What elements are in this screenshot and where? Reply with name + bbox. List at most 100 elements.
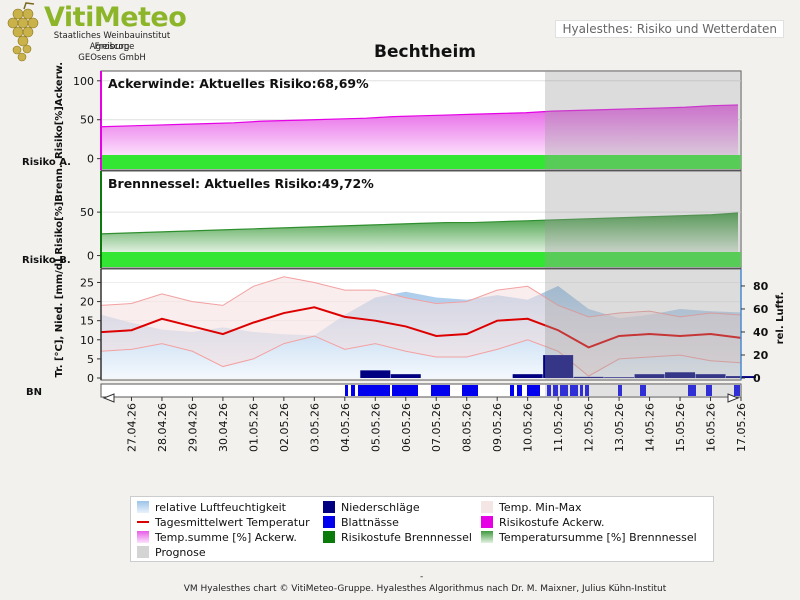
legend-item: Blattnässe xyxy=(323,515,399,530)
legend-label: Temp.summe [%] Ackerw. xyxy=(155,531,297,544)
x-tick-label: 08.05.26 xyxy=(461,403,474,452)
x-tick-label: 02.05.26 xyxy=(278,403,291,452)
chart-title: Bechtheim xyxy=(374,42,476,62)
tempsum-line xyxy=(100,104,739,128)
leafwetness-bar xyxy=(618,385,622,396)
swatch-icon xyxy=(323,501,335,513)
precipitation-bar xyxy=(512,374,543,378)
swatch-icon xyxy=(481,501,493,513)
grape-icon xyxy=(7,2,39,62)
scroll-right-icon xyxy=(727,393,740,403)
legend-label: Temp. Min-Max xyxy=(499,501,582,514)
precipitation-bar xyxy=(665,372,696,378)
x-tick-label: 16.05.26 xyxy=(705,403,718,452)
swatch-icon xyxy=(481,516,493,528)
swatch-icon xyxy=(323,531,335,543)
x-tick-label: 12.05.26 xyxy=(583,403,596,452)
panel-annotation: Brennnessel: Aktuelles Risiko:49,72% xyxy=(108,176,374,191)
x-tick-label: 07.05.26 xyxy=(430,403,443,452)
temp-mean-line xyxy=(100,306,742,349)
risk-level-bar xyxy=(101,252,741,267)
brand-name: VitiMeteo xyxy=(44,2,187,33)
leafwetness-bar xyxy=(706,385,712,396)
leafwetness-bar xyxy=(527,385,540,396)
scroll-left-icon xyxy=(102,393,115,403)
y-axis-label: Tr. [°C], Nied. [mm/d] xyxy=(54,258,65,377)
swatch-icon xyxy=(323,516,335,528)
risk-side-label: Risiko B. xyxy=(22,255,71,266)
y-tick-label: 20 xyxy=(80,296,94,309)
leafwetness-bar xyxy=(547,385,551,396)
y-tick-label: 0 xyxy=(87,250,94,263)
leafwetness-bar xyxy=(580,385,583,396)
y-tick-label: 10 xyxy=(80,334,94,347)
swatch-icon xyxy=(137,531,149,543)
swatch-icon xyxy=(137,521,149,523)
temp-minmax-band xyxy=(101,276,741,377)
leafwetness-bar xyxy=(640,385,646,396)
y-tick-label-right: 0 xyxy=(753,372,761,385)
legend-item: Temp.summe [%] Ackerw. xyxy=(137,530,297,545)
legend-label: Risikostufe Ackerw. xyxy=(499,516,605,529)
legend-item: Temperatursumme [%] Brennnessel xyxy=(481,530,697,545)
y-tick-label-right: 80 xyxy=(753,280,769,293)
risk-side-label: Risiko A. xyxy=(22,157,71,168)
precipitation-bar xyxy=(543,355,574,378)
y-tick-label: 50 xyxy=(80,114,94,127)
vitimeteo-logo: VitiMeteo Staatliches Weinbauinstitut Fr… xyxy=(4,2,194,64)
prognosis-overlay xyxy=(545,269,741,380)
y-tick-label-right: 40 xyxy=(753,326,769,339)
y-axis-label: Risiko[%]Ackerw. xyxy=(54,62,65,159)
legend-label: Niederschläge xyxy=(341,501,420,514)
leafwetness-bar xyxy=(560,385,568,396)
precipitation-bar xyxy=(695,374,726,378)
leafwetness-bar xyxy=(462,385,478,396)
legend-item: Risikostufe Ackerw. xyxy=(481,515,604,530)
x-tick-label: 30.04.26 xyxy=(217,403,230,452)
temp-max-line xyxy=(100,276,742,318)
x-tick-label: 13.05.26 xyxy=(613,403,626,452)
x-tick-label: 03.05.26 xyxy=(308,403,321,452)
x-tick-label: 27.04.26 xyxy=(125,403,138,452)
leafwetness-label: BN xyxy=(26,387,42,398)
x-tick-label: 06.05.26 xyxy=(400,403,413,452)
x-tick-label: 10.05.26 xyxy=(522,403,535,452)
y-tick-label: 5 xyxy=(87,353,94,366)
legend-item: Prognose xyxy=(137,545,206,560)
swatch-icon xyxy=(137,546,149,558)
risk-level-bar xyxy=(101,155,741,169)
x-tick-label: 15.05.26 xyxy=(674,403,687,452)
y-axis-label: Risiko[%]Brenn. xyxy=(54,164,65,254)
prognosis-overlay xyxy=(545,384,741,397)
org-line: GEOsens GmbH xyxy=(78,53,146,63)
panel-annotation: Ackerwinde: Aktuelles Risiko:68,69% xyxy=(108,76,369,91)
y-tick-label: 0 xyxy=(87,372,94,385)
chart-legend: relative Luftfeuchtigkeit Niederschläge … xyxy=(130,496,714,562)
leafwetness-bar xyxy=(510,385,514,396)
org-line: Agroscope xyxy=(89,42,135,52)
leafwetness-bar xyxy=(553,385,558,396)
x-tick-label: 28.04.26 xyxy=(156,403,169,452)
leafwetness-bar xyxy=(358,385,390,396)
legend-label: relative Luftfeuchtigkeit xyxy=(155,501,286,514)
leafwetness-bar xyxy=(345,385,348,396)
module-button[interactable]: Hyalesthes: Risiko und Wetterdaten xyxy=(555,20,784,38)
y-tick-label: 100 xyxy=(73,75,94,88)
y-tick-label: 15 xyxy=(80,315,94,328)
legend-label: Temperatursumme [%] Brennnessel xyxy=(499,531,697,544)
tempsum-area xyxy=(101,104,738,159)
precipitation-bar xyxy=(390,374,421,378)
legend-item: Tagesmittelwert Temperatur xyxy=(137,515,310,530)
precipitation-bar xyxy=(573,376,604,378)
legend-item: Risikostufe Brennnessel xyxy=(323,530,472,545)
y-tick-label: 0 xyxy=(87,153,94,166)
leafwetness-bar xyxy=(585,385,589,396)
leafwetness-bar xyxy=(431,385,450,396)
legend-label: Tagesmittelwert Temperatur xyxy=(155,516,310,529)
prognosis-overlay xyxy=(545,71,741,170)
prognosis-overlay xyxy=(545,171,741,268)
leafwetness-bar xyxy=(392,385,418,396)
x-tick-label: 09.05.26 xyxy=(491,403,504,452)
legend-label: Blattnässe xyxy=(341,516,399,529)
x-tick-label: 11.05.26 xyxy=(552,403,565,452)
